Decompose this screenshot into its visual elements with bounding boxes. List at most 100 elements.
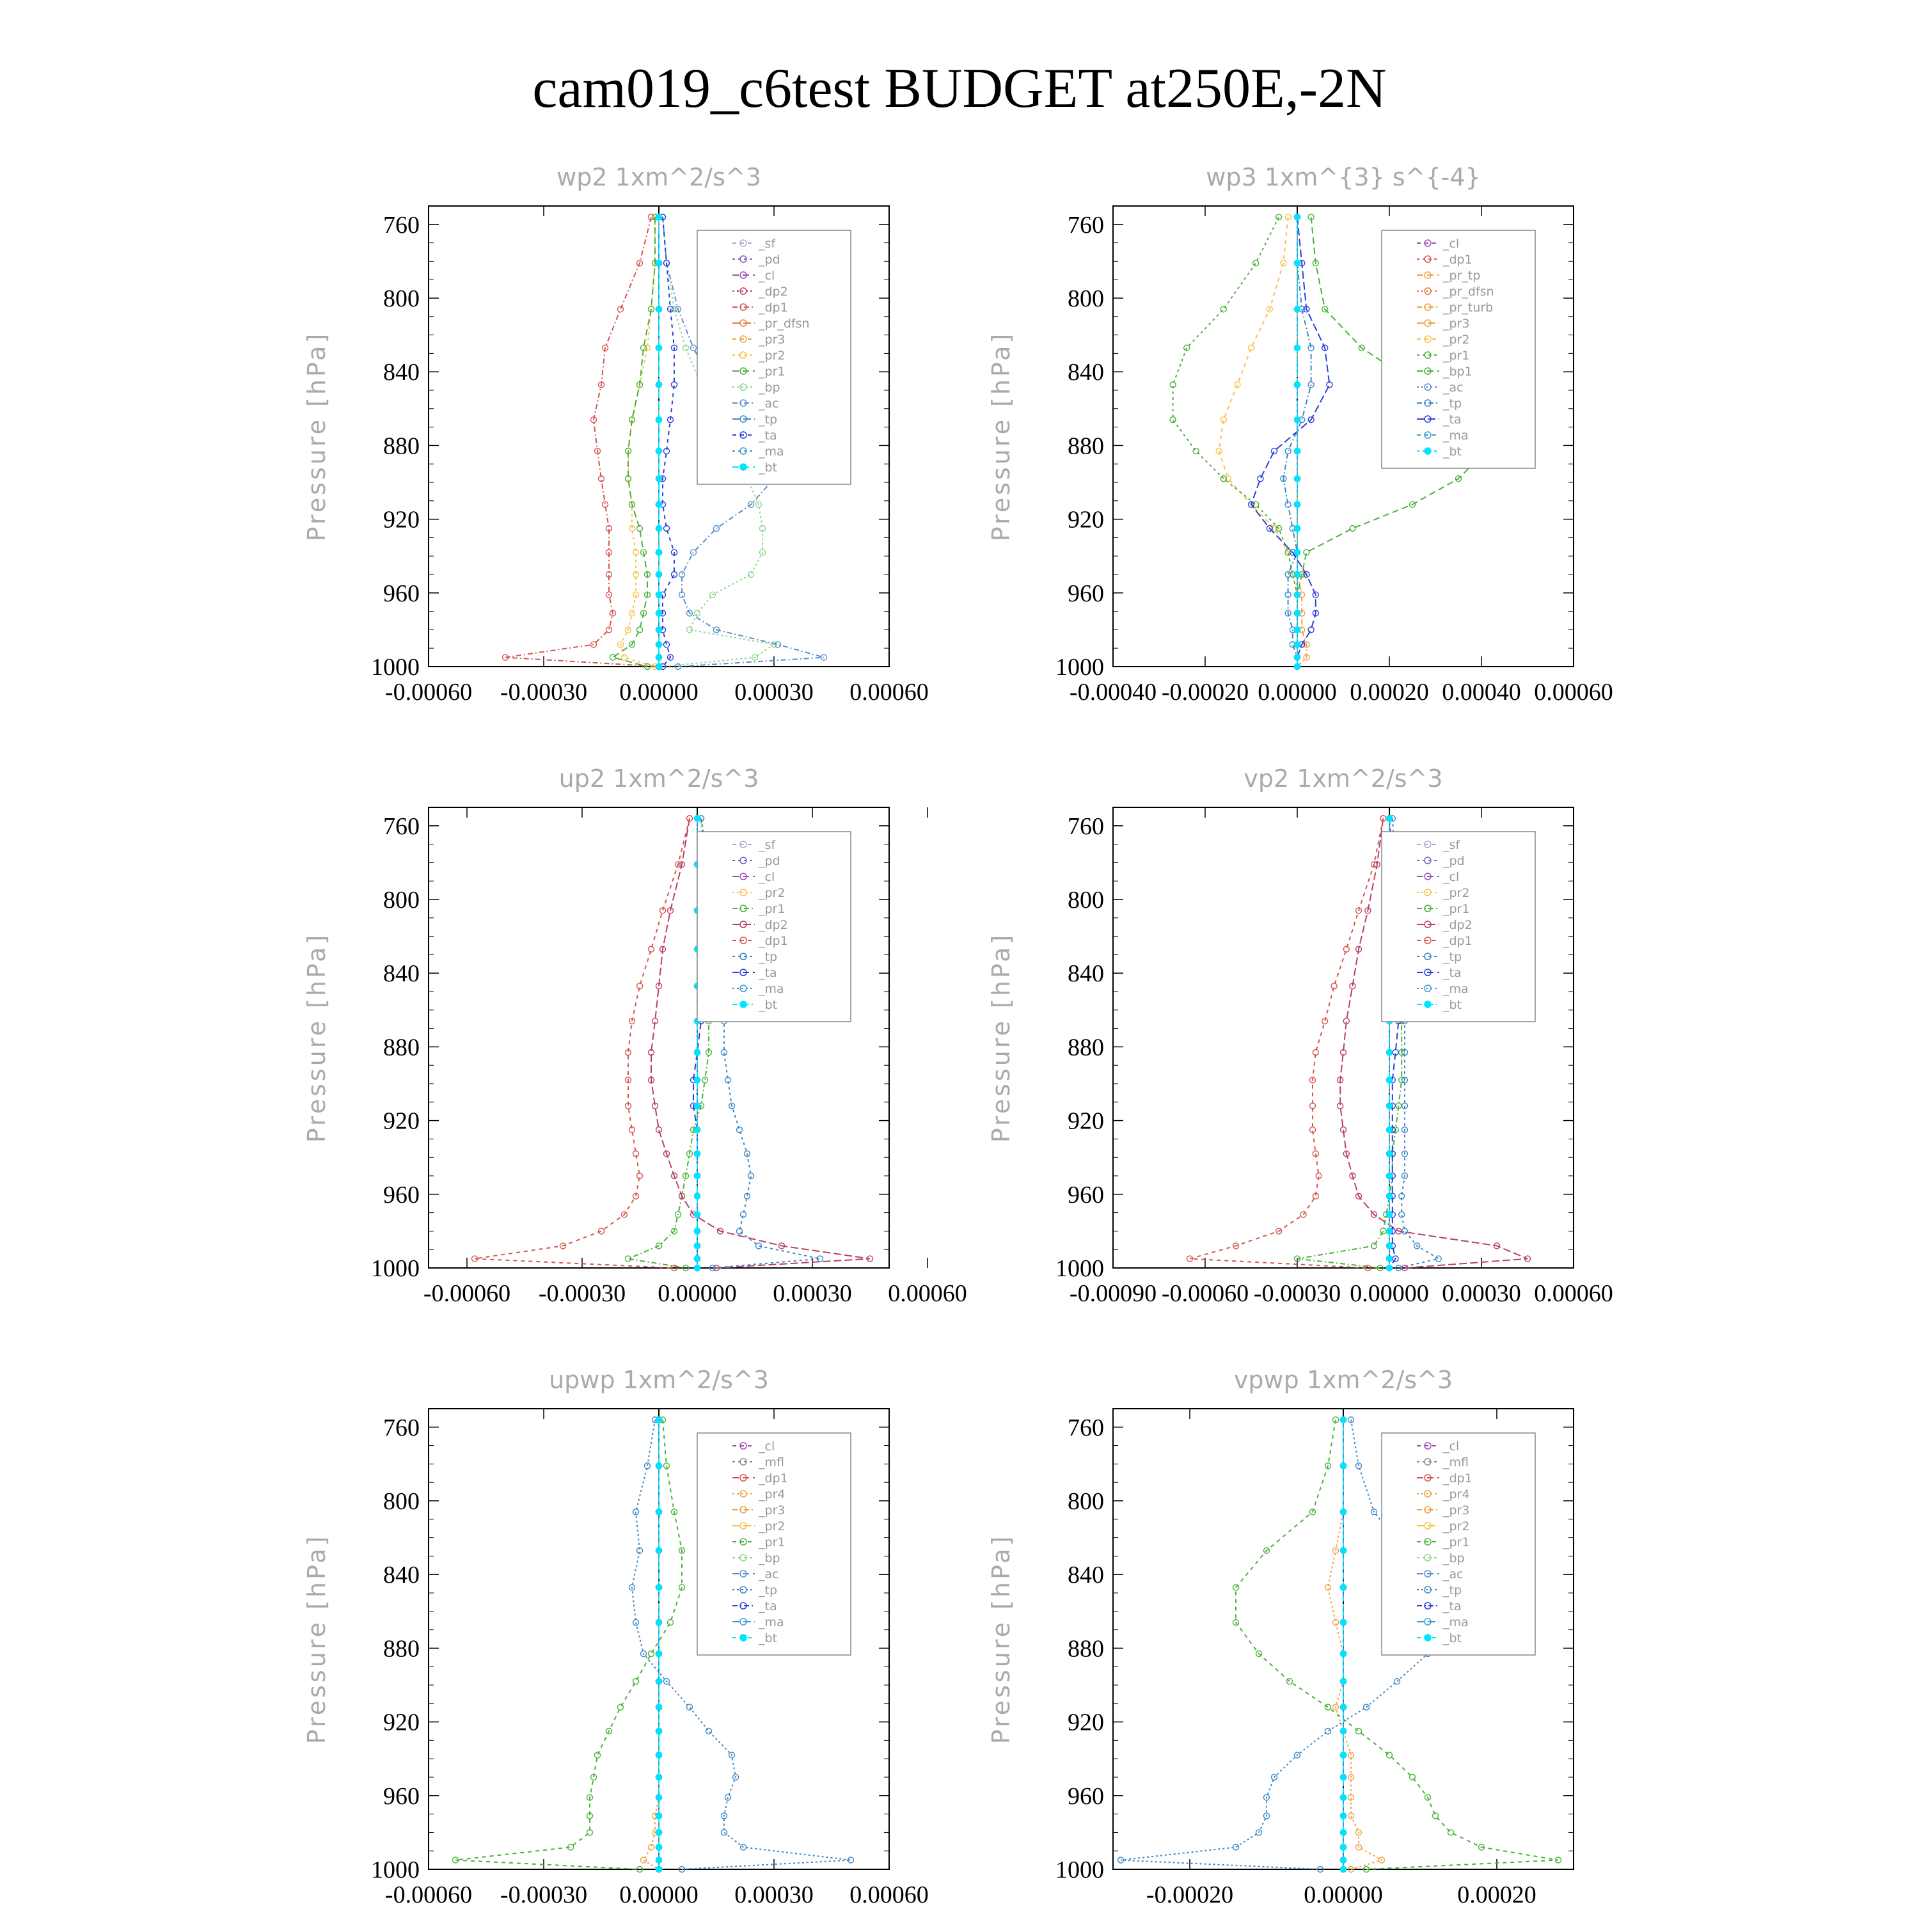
data-point bbox=[1307, 381, 1315, 388]
data-point bbox=[1435, 1255, 1442, 1262]
legend-marker bbox=[1424, 383, 1432, 391]
legend-marker bbox=[1424, 1474, 1432, 1482]
legend-marker bbox=[1424, 415, 1432, 423]
legend-label: _ac bbox=[758, 1567, 779, 1581]
legend-label: _pr4 bbox=[1442, 1487, 1469, 1501]
data-point bbox=[866, 1255, 874, 1262]
legend-box bbox=[697, 1432, 851, 1656]
data-point bbox=[1347, 1752, 1355, 1759]
x-tick-label: 0.00020 bbox=[1350, 679, 1429, 706]
legend-marker bbox=[1424, 969, 1432, 976]
data-point bbox=[774, 641, 782, 648]
data-point bbox=[655, 626, 663, 633]
legend-label: _sf bbox=[758, 838, 776, 852]
legend-marker bbox=[739, 383, 747, 391]
data-point bbox=[1339, 1650, 1347, 1658]
data-point bbox=[1117, 1857, 1125, 1864]
y-tick-label: 960 bbox=[383, 580, 420, 607]
data-point bbox=[1303, 549, 1310, 556]
data-point bbox=[655, 549, 663, 556]
legend-marker bbox=[1424, 431, 1432, 439]
legend-marker bbox=[1424, 1506, 1432, 1514]
data-point bbox=[1401, 1172, 1409, 1180]
data-point bbox=[670, 549, 678, 556]
legend-box bbox=[1381, 1432, 1536, 1656]
data-point bbox=[1322, 344, 1329, 351]
data-point bbox=[728, 1102, 736, 1109]
data-point bbox=[1386, 1126, 1393, 1134]
data-point bbox=[1386, 1242, 1393, 1249]
y-tick-label: 840 bbox=[383, 359, 420, 386]
data-point bbox=[693, 1150, 701, 1157]
y-axis-label: Pressure [hPa] bbox=[987, 933, 1015, 1143]
legend-label: _dp1 bbox=[758, 1471, 788, 1485]
y-axis-label: Pressure [hPa] bbox=[303, 1534, 331, 1745]
panel-upwp: upwp 1xm^2/s^3 Pressure [hPa] 760 800 840 880… bbox=[294, 1356, 1030, 1932]
legend-label: _ta bbox=[758, 966, 777, 980]
panel-title: up2 1xm^2/s^3 bbox=[559, 764, 759, 793]
data-point bbox=[1347, 1865, 1355, 1873]
data-point bbox=[1478, 1844, 1485, 1851]
data-point bbox=[1339, 1704, 1347, 1711]
data-point bbox=[705, 1727, 713, 1735]
legend-label: _ac bbox=[758, 397, 779, 411]
data-point bbox=[1378, 1857, 1386, 1864]
legend-marker bbox=[739, 921, 747, 928]
data-point bbox=[1386, 1752, 1393, 1759]
plot-frame bbox=[1112, 807, 1574, 1269]
data-point bbox=[647, 1077, 655, 1084]
data-point bbox=[1339, 1865, 1347, 1873]
data-point bbox=[655, 1547, 663, 1554]
data-point bbox=[693, 1264, 701, 1272]
data-point bbox=[693, 1211, 701, 1218]
data-point bbox=[1312, 1192, 1319, 1200]
series-line-pr1 bbox=[611, 217, 656, 667]
legend-label: _pr1 bbox=[1442, 1535, 1469, 1549]
y-tick-label: 760 bbox=[1068, 1414, 1104, 1441]
legend-marker bbox=[1424, 889, 1432, 896]
data-point bbox=[1293, 626, 1301, 633]
data-point bbox=[732, 1773, 739, 1781]
data-point bbox=[670, 381, 678, 388]
data-point bbox=[605, 1727, 613, 1735]
data-point bbox=[632, 1150, 640, 1157]
data-point bbox=[624, 1102, 632, 1109]
data-point bbox=[632, 1678, 640, 1685]
data-point bbox=[667, 654, 674, 661]
data-point bbox=[636, 1172, 644, 1180]
data-point bbox=[632, 1192, 640, 1200]
data-point bbox=[628, 525, 636, 532]
panel-vp2: vp2 1xm^2/s^3 Pressure [hPa] 760 800 840 880 9… bbox=[979, 755, 1714, 1331]
data-point bbox=[594, 1752, 601, 1759]
y-tick-label: 880 bbox=[383, 1635, 420, 1662]
data-point bbox=[1280, 475, 1287, 482]
y-tick-label: 760 bbox=[1068, 212, 1104, 239]
data-point bbox=[1293, 654, 1301, 661]
data-point bbox=[1386, 1049, 1393, 1056]
data-point bbox=[1220, 416, 1227, 424]
data-point bbox=[1293, 447, 1301, 455]
data-point bbox=[1386, 1255, 1393, 1262]
legend-marker bbox=[739, 937, 747, 944]
data-point bbox=[628, 641, 636, 648]
series-line-pr1 bbox=[1172, 216, 1298, 667]
data-point bbox=[709, 1264, 716, 1272]
data-point bbox=[1307, 214, 1315, 221]
legend-label: _pr2 bbox=[758, 886, 785, 900]
data-point bbox=[1339, 1829, 1347, 1836]
legend-marker bbox=[739, 415, 747, 423]
data-point bbox=[1293, 549, 1301, 556]
data-point bbox=[709, 591, 716, 598]
legend-box bbox=[697, 230, 851, 485]
data-point bbox=[667, 1619, 674, 1626]
data-point bbox=[670, 1264, 678, 1272]
legend-marker bbox=[739, 1634, 747, 1642]
data-point bbox=[1339, 1508, 1347, 1516]
data-point bbox=[1270, 1773, 1278, 1781]
data-point bbox=[1312, 260, 1319, 267]
legend-label: _pd bbox=[1442, 854, 1465, 868]
data-point bbox=[1364, 907, 1371, 914]
data-point bbox=[1455, 475, 1462, 482]
legend-label: _pr1 bbox=[758, 1535, 785, 1549]
legend-marker bbox=[1424, 319, 1432, 327]
